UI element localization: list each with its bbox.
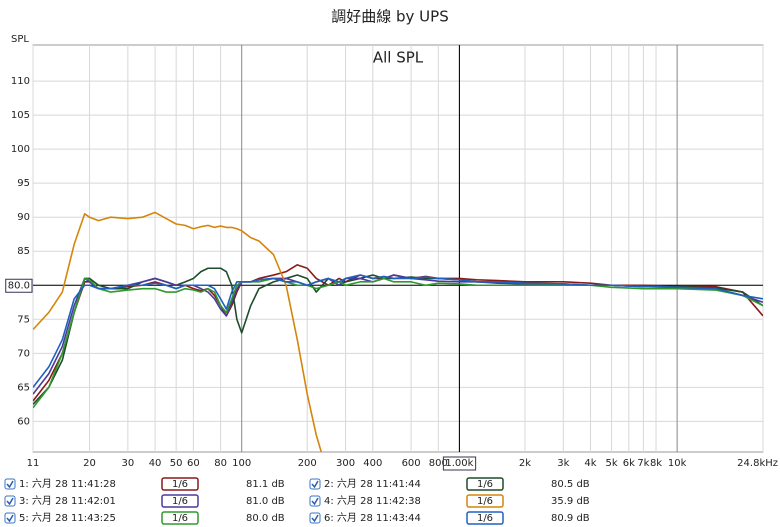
legend-name: 2: 六月 28 11:41:44 [324, 478, 421, 490]
chart-title: 調好曲線 by UPS [331, 8, 448, 26]
legend-checkmark [311, 497, 319, 506]
legend-name: 1: 六月 28 11:41:28 [19, 478, 116, 490]
series-line [33, 274, 763, 395]
x-tick-label: 5k [606, 458, 618, 469]
x-tick-label: 60 [187, 458, 200, 469]
x-tick-label: 30 [121, 458, 134, 469]
x-tick-label: 400 [363, 458, 382, 469]
tick-highlight [5, 278, 33, 293]
y-tick-label: 80.0 [8, 280, 30, 291]
x-tick-label: 7k [637, 458, 649, 469]
legend-level: 80.0 dB [246, 513, 285, 524]
legend-smoothing: 1/6 [172, 496, 188, 507]
x-tick-label: 24.8kHz [737, 458, 778, 469]
legend-checkmark [6, 497, 14, 506]
legend-smoothing-box[interactable] [161, 511, 199, 525]
legend-level: 80.5 dB [551, 479, 590, 490]
legend-level: 80.9 dB [551, 513, 590, 524]
legend-smoothing: 1/6 [477, 513, 493, 524]
x-tick-label: 2k [519, 458, 531, 469]
x-tick-label: 300 [336, 458, 355, 469]
x-tick-label: 8k [650, 458, 662, 469]
lines [33, 211, 763, 452]
x-tick-label: 100 [232, 458, 251, 469]
y-axis-label: SPL [11, 34, 29, 45]
grid [32, 45, 764, 452]
legend-level: 81.0 dB [246, 496, 285, 507]
legend-checkmark [6, 514, 14, 523]
legend-smoothing-box[interactable] [466, 494, 504, 508]
legend-smoothing-box[interactable] [161, 494, 199, 508]
x-tick-label: 1.00k [445, 458, 473, 469]
x-tick-label: 4k [584, 458, 596, 469]
x-tick-label: 10k [668, 458, 687, 469]
x-tick-label: 6k [623, 458, 635, 469]
x-tick-label: 800 [429, 458, 448, 469]
legend-smoothing: 1/6 [477, 479, 493, 490]
x-tick-label: 80 [214, 458, 227, 469]
plot-label: All SPL [373, 49, 424, 67]
legend-name: 5: 六月 28 11:43:25 [19, 512, 116, 524]
series-line [33, 211, 323, 452]
legend-name: 3: 六月 28 11:42:01 [19, 495, 116, 507]
y-tick-label: 95 [17, 178, 30, 189]
y-tick-label: 90 [17, 212, 30, 223]
series-line [33, 274, 763, 388]
x-tick-label: 200 [298, 458, 317, 469]
legend-name: 4: 六月 28 11:42:38 [324, 495, 421, 507]
x-tick-label: 600 [402, 458, 421, 469]
legend-name: 6: 六月 28 11:43:44 [324, 512, 421, 524]
y-tick-label: 60 [17, 416, 30, 427]
y-tick-label: 85 [17, 246, 30, 257]
y-tick-label: 70 [17, 348, 30, 359]
legend: 1: 六月 28 11:41:28 1/6 81.1 dB 2: 六月 28 11:4… [4, 477, 590, 525]
legend-smoothing-box[interactable] [161, 477, 199, 491]
legend-checkmark [311, 480, 319, 489]
x-tick-label: 20 [83, 458, 96, 469]
legend-level: 35.9 dB [551, 496, 590, 507]
legend-checkmark [311, 514, 319, 523]
x-tick-label: 50 [170, 458, 183, 469]
x-tick-label: 3k [557, 458, 569, 469]
legend-smoothing: 1/6 [172, 513, 188, 524]
y-tick-label: 110 [11, 76, 30, 87]
legend-smoothing-box[interactable] [466, 477, 504, 491]
y-tick-label: 100 [11, 144, 30, 155]
x-tick-label: 11 [27, 458, 40, 469]
legend-smoothing: 1/6 [172, 479, 188, 490]
legend-smoothing: 1/6 [477, 496, 493, 507]
tick-highlight [442, 456, 477, 471]
legend-level: 81.1 dB [246, 479, 285, 490]
y-tick-label: 105 [11, 110, 30, 121]
y-tick-label: 65 [17, 382, 30, 393]
legend-smoothing-box[interactable] [466, 511, 504, 525]
x-tick-label: 40 [149, 458, 162, 469]
y-tick-label: 75 [17, 314, 30, 325]
legend-checkmark [6, 480, 14, 489]
